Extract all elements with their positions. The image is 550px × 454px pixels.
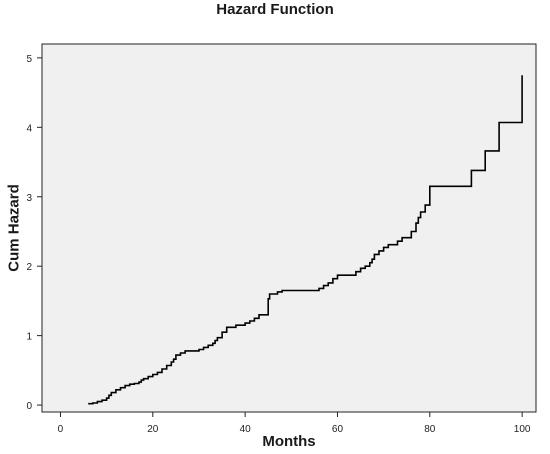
y-tick-label: 1 [26, 332, 32, 343]
axis-ticks: 0 20 40 60 80 100 0 1 2 3 4 5 [26, 54, 530, 435]
y-axis-title: Cum Hazard [5, 184, 22, 272]
y-tick-label: 2 [26, 262, 32, 273]
chart-title: Hazard Function [216, 1, 334, 18]
y-tick-label: 0 [26, 401, 32, 412]
x-axis-title: Months [262, 433, 315, 450]
x-tick-label: 0 [58, 424, 64, 435]
y-tick-label: 3 [26, 193, 32, 204]
x-tick-label: 100 [514, 424, 531, 435]
x-tick-label: 60 [332, 424, 344, 435]
cumulative-hazard-step-line [88, 75, 523, 405]
y-tick-label: 4 [26, 123, 32, 134]
y-tick-label: 5 [26, 54, 32, 65]
x-tick-label: 80 [424, 424, 436, 435]
plot-area [41, 43, 537, 413]
x-tick-label: 20 [147, 424, 159, 435]
x-tick-label: 40 [240, 424, 252, 435]
